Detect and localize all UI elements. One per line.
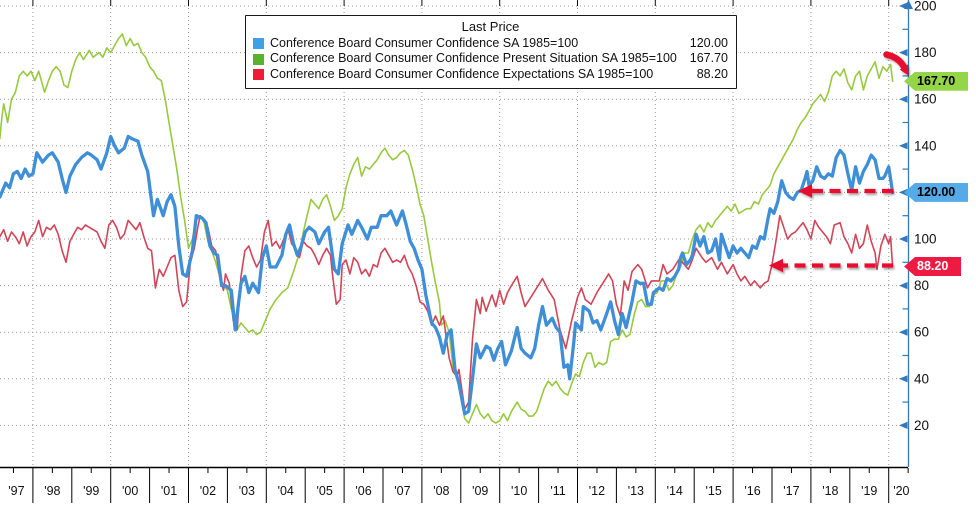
y-axis-tick-arrow-icon bbox=[899, 282, 908, 290]
x-axis-label: '05 bbox=[317, 484, 333, 498]
left-arrowhead-icon bbox=[769, 258, 783, 273]
y-axis-tick-arrow-icon bbox=[899, 142, 908, 150]
y-axis-tick-arrow-icon bbox=[899, 235, 908, 243]
annotation-arrows bbox=[769, 51, 909, 273]
series-line-headline bbox=[0, 134, 895, 416]
top-axis-ticks bbox=[32, 0, 890, 6]
x-axis-label: '20 bbox=[893, 484, 909, 498]
legend-value: 88.20 bbox=[696, 66, 728, 81]
x-axis-label: '15 bbox=[706, 484, 722, 498]
legend-label: Conference Board Consumer Confidence Pre… bbox=[270, 51, 677, 66]
x-axis-label: '14 bbox=[667, 484, 683, 498]
x-axis-label: '16 bbox=[744, 484, 760, 498]
y-axis-tick-arrow-icon bbox=[899, 375, 908, 383]
legend-label: Conference Board Consumer Confidence Exp… bbox=[270, 66, 654, 81]
y-axis-tick-arrow-icon bbox=[899, 49, 908, 57]
expectations-series-swatch-icon bbox=[253, 69, 264, 81]
series-line-expectations bbox=[0, 214, 894, 410]
y-axis-label: 40 bbox=[914, 371, 929, 386]
x-axis: '97 '98 '99 '00 '01 '02 '03 '04 '05 '06 '07 '08 '09 '… bbox=[0, 466, 910, 503]
x-axis-label: '07 bbox=[394, 484, 410, 498]
x-axis-label: '18 bbox=[822, 484, 838, 498]
x-axis-label: '13 bbox=[628, 484, 644, 498]
y-axis-label: 140 bbox=[914, 138, 937, 153]
headline-series-swatch-icon bbox=[253, 38, 264, 50]
legend-label: Conference Board Consumer Confidence SA … bbox=[270, 36, 579, 50]
series-group bbox=[0, 33, 895, 424]
x-axis-label: '04 bbox=[278, 484, 294, 498]
y-axis-label: 80 bbox=[914, 278, 929, 293]
x-axis-label: '99 bbox=[83, 484, 99, 498]
x-axis-label: '10 bbox=[511, 484, 527, 498]
gridlines bbox=[0, 0, 908, 467]
x-axis-label: '06 bbox=[355, 484, 371, 498]
y-axis-tick-arrow-icon bbox=[899, 421, 908, 429]
y-axis: 20406080100120140160180200 bbox=[899, 0, 937, 467]
present-situation-series-swatch-icon bbox=[253, 53, 264, 65]
legend-value: 120.00 bbox=[689, 36, 728, 50]
legend-item-headline: Conference Board Consumer Confidence SA … bbox=[253, 36, 728, 51]
y-axis-label: 160 bbox=[914, 92, 937, 107]
curved-arrowhead-icon bbox=[899, 64, 909, 76]
last-price-tag-expectations: 88.20 bbox=[904, 256, 961, 276]
legend-title: Last Price bbox=[461, 19, 520, 34]
last-price-tag-headline: 120.00 bbox=[904, 182, 968, 202]
y-axis-tick-arrow-icon bbox=[899, 188, 908, 196]
x-axis-label: '00 bbox=[122, 484, 138, 498]
x-axis-label: '02 bbox=[200, 484, 216, 498]
x-axis-label: '98 bbox=[44, 484, 60, 498]
curved-arrow-line bbox=[883, 51, 908, 71]
x-axis-label: '03 bbox=[239, 484, 255, 498]
series-line-present-situation bbox=[0, 33, 894, 424]
x-axis-label: '97 bbox=[8, 484, 24, 498]
y-axis-label: 20 bbox=[914, 418, 929, 433]
x-axis-label: '01 bbox=[161, 484, 177, 498]
x-axis-label: '11 bbox=[550, 484, 565, 498]
x-axis-label: '08 bbox=[433, 484, 449, 498]
legend-item-present-situation: Conference Board Consumer Confidence Pre… bbox=[253, 51, 728, 66]
y-axis-tick-arrow-icon bbox=[899, 95, 908, 103]
y-axis-tick-arrow-icon bbox=[899, 2, 908, 10]
x-axis-label: '09 bbox=[472, 484, 488, 498]
legend-item-expectations: Conference Board Consumer Confidence Exp… bbox=[253, 67, 728, 82]
x-axis-label: '12 bbox=[589, 484, 605, 498]
y-axis-label: 100 bbox=[914, 232, 937, 247]
x-axis-label: '19 bbox=[861, 484, 877, 498]
y-axis-label: 60 bbox=[914, 325, 929, 340]
left-arrowhead-icon bbox=[798, 184, 812, 198]
chart-legend: Last Price Conference Board Consumer Con… bbox=[245, 15, 737, 90]
last-price-tag-present-situation: 167.70 bbox=[904, 71, 968, 91]
x-axis-label: '17 bbox=[783, 484, 799, 498]
legend-value: 167.70 bbox=[689, 51, 728, 66]
y-axis-label: 200 bbox=[914, 0, 937, 14]
y-axis-label: 180 bbox=[914, 45, 937, 60]
y-axis-tick-arrow-icon bbox=[899, 328, 908, 336]
